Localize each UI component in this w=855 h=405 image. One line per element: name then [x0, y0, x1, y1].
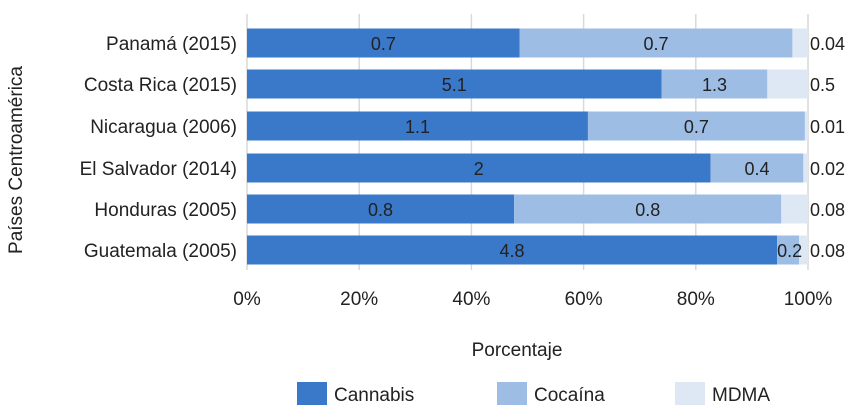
data-label-mdma-3: 0.02: [810, 159, 845, 179]
data-label-cannabis-1: 5.1: [442, 75, 467, 95]
x-tick-label-0: 0%: [233, 289, 261, 310]
data-label-mdma-1: 0.5: [810, 75, 835, 95]
bar-cannabis-3: [247, 153, 711, 183]
legend-swatch-cannabis: [297, 382, 327, 405]
x-axis-title: Porcentaje: [472, 340, 563, 361]
x-tick-label-4: 80%: [677, 289, 715, 310]
bar-mdma-1: [767, 69, 808, 99]
legend-label-cocana: Cocaína: [534, 385, 605, 405]
bar-mdma-4: [781, 194, 808, 224]
legend-label-mdma: MDMA: [712, 385, 770, 405]
bar-cannabis-0: [247, 28, 520, 58]
legend-swatch-cocana: [497, 382, 527, 405]
bar-cocana-2: [587, 111, 805, 141]
y-axis-title: Países Centroamérica: [6, 66, 27, 254]
bar-cocana-1: [661, 69, 768, 99]
data-labels: 0.7 0.7 0.04 5.1 1.3 0.5 1.1 0.7 0.01 2 0.4 0.02 0.8…: [368, 34, 845, 261]
x-tick-label-1: 20%: [340, 289, 378, 310]
data-label-cannabis-2: 1.1: [405, 117, 430, 137]
bar-cocana-0: [519, 28, 793, 58]
data-label-cocana-2: 0.7: [684, 117, 709, 137]
data-label-mdma-4: 0.08: [810, 200, 845, 220]
bar-cocana-3: [710, 153, 804, 183]
x-tick-labels: 0% 20% 40% 60% 80% 100%: [233, 289, 832, 310]
data-label-cannabis-4: 0.8: [368, 200, 393, 220]
category-label-5: Guatemala (2005): [84, 241, 237, 262]
data-label-cocana-4: 0.8: [635, 200, 660, 220]
data-label-cocana-5: 0.2: [777, 241, 802, 261]
bar-cannabis-1: [247, 69, 662, 99]
category-label-1: Costa Rica (2015): [84, 75, 237, 96]
bars: [247, 28, 808, 265]
data-label-cannabis-0: 0.7: [371, 34, 396, 54]
bar-mdma-5: [799, 235, 808, 265]
category-label-4: Honduras (2005): [94, 200, 237, 221]
data-label-mdma-5: 0.08: [810, 241, 845, 261]
data-label-cocana-0: 0.7: [644, 34, 669, 54]
x-tick-label-5: 100%: [784, 289, 833, 310]
x-tick-label-3: 60%: [565, 289, 603, 310]
x-tick-label-2: 40%: [452, 289, 490, 310]
bar-cocana-4: [514, 194, 782, 224]
bar-cannabis-2: [247, 111, 588, 141]
legend-label-cannabis: Cannabis: [334, 385, 414, 405]
data-label-cannabis-5: 4.8: [500, 241, 525, 261]
data-label-cocana-1: 1.3: [702, 75, 727, 95]
data-label-cannabis-3: 2: [474, 159, 484, 179]
bar-cannabis-4: [247, 194, 515, 224]
bar-mdma-0: [792, 28, 808, 58]
data-label-mdma-2: 0.01: [810, 117, 845, 137]
category-label-0: Panamá (2015): [106, 34, 237, 55]
data-label-mdma-0: 0.04: [810, 34, 845, 54]
category-labels: Panamá (2015) Costa Rica (2015) Nicaragua …: [80, 34, 237, 262]
data-label-cocana-3: 0.4: [744, 159, 769, 179]
bar-mdma-2: [804, 111, 808, 141]
bar-cannabis-5: [247, 235, 778, 265]
legend-swatch-mdma: [675, 382, 705, 405]
category-label-3: El Salvador (2014): [80, 159, 237, 180]
bar-cocana-5: [777, 235, 800, 265]
category-label-2: Nicaragua (2006): [90, 117, 237, 138]
legend: Cannabis Cocaína MDMA: [297, 382, 770, 405]
bar-mdma-3: [803, 153, 808, 183]
